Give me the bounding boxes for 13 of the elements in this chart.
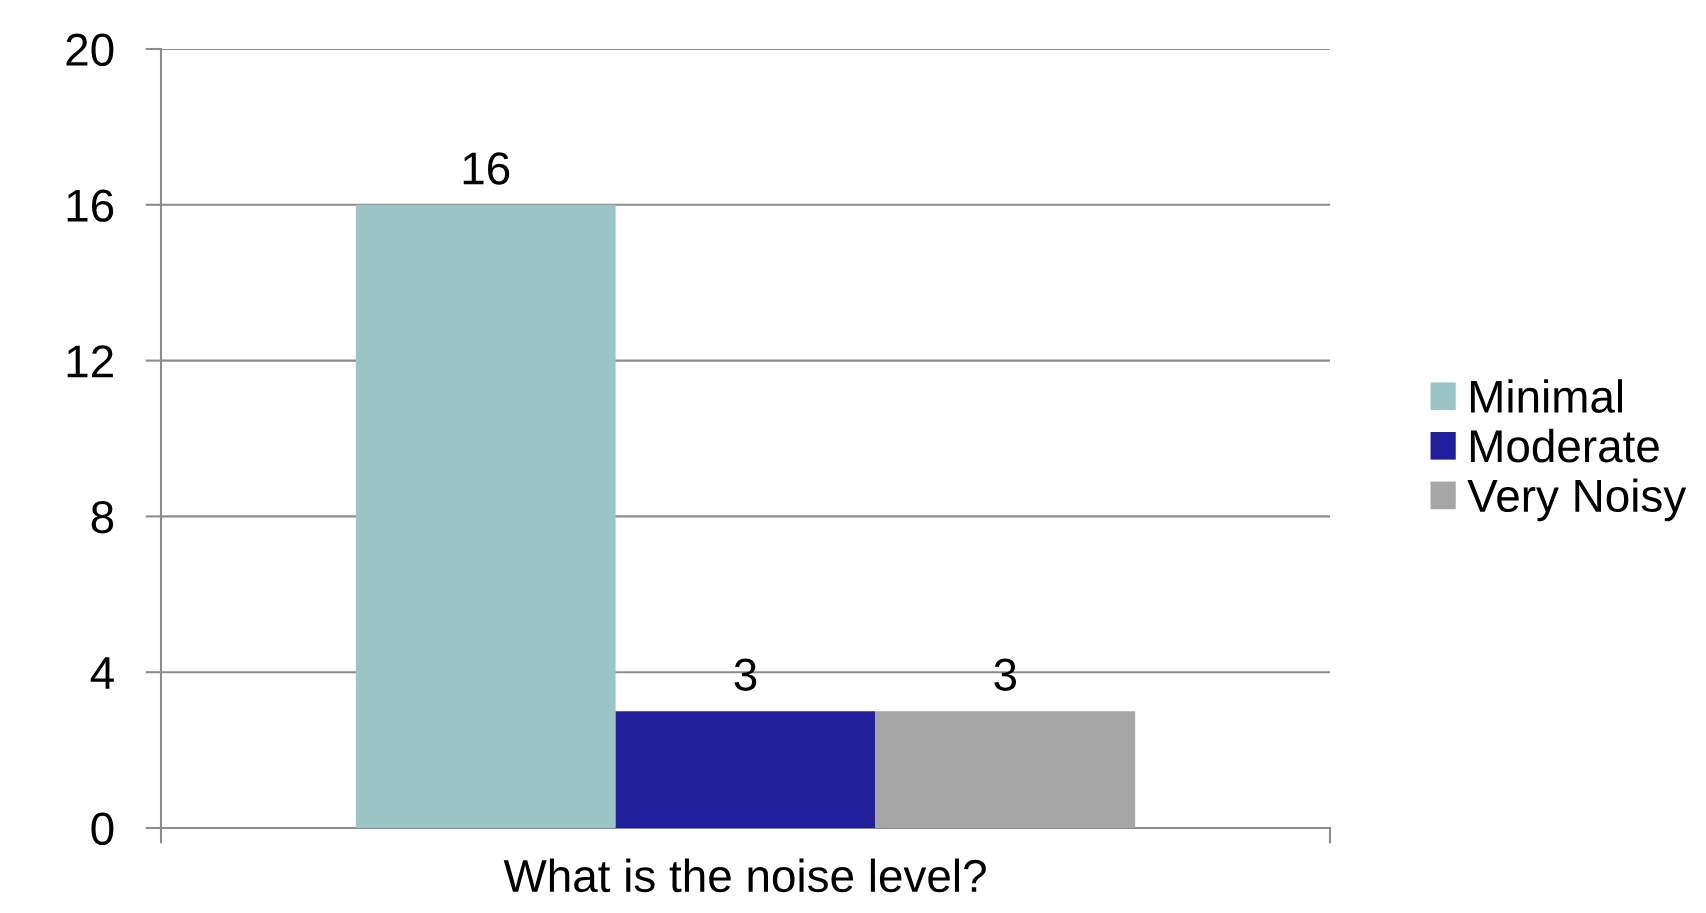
y-tick-label: 16	[67, 189, 114, 222]
data-label: 3	[734, 658, 757, 691]
y-tick-label: 0	[91, 812, 114, 846]
legend-label: Very Noisy	[1467, 478, 1687, 522]
legend-label: Moderate	[1470, 428, 1659, 463]
y-tick-label: 12	[67, 345, 113, 378]
data-label: 3	[994, 658, 1017, 691]
legend-label: Minimal	[1470, 379, 1623, 413]
y-tick-label: 4	[90, 657, 114, 689]
y-tick-label: 8	[91, 501, 114, 534]
data-label: 16	[463, 152, 510, 185]
y-tick-label: 20	[66, 33, 114, 67]
x-tick-label: What is the noise level?	[503, 858, 986, 893]
